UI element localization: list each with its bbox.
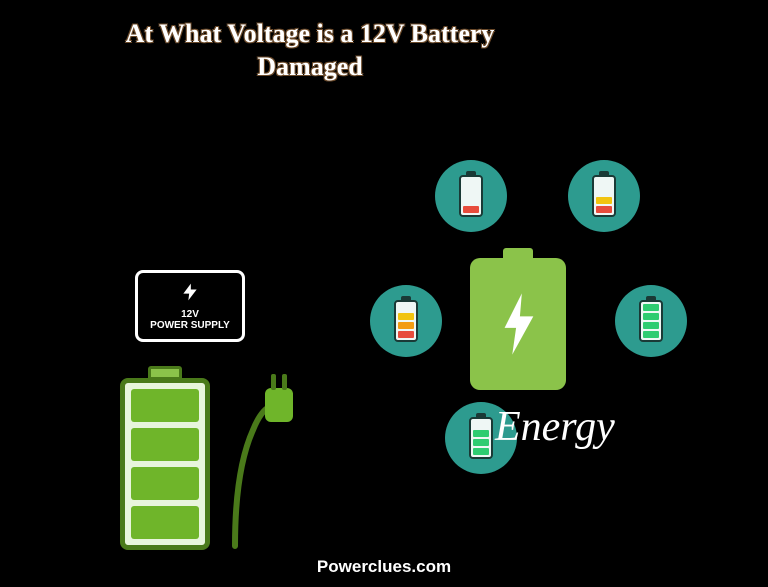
page-title: At What Voltage is a 12V Battery Damaged xyxy=(100,18,520,83)
energy-label: Energy xyxy=(495,403,615,451)
lightning-icon xyxy=(180,281,200,307)
orbit-battery-half xyxy=(370,285,442,357)
lightning-icon xyxy=(495,289,541,359)
orbit-battery-low xyxy=(435,160,507,232)
power-supply-line1: 12V xyxy=(150,309,230,320)
mini-battery-icon xyxy=(394,300,418,342)
big-battery-icon xyxy=(120,378,210,550)
center-battery-icon xyxy=(470,258,566,390)
power-supply-line2: POWER SUPPLY xyxy=(150,320,230,331)
plug-icon xyxy=(225,370,305,550)
mini-battery-icon xyxy=(592,175,616,217)
mini-battery-icon xyxy=(469,417,493,459)
power-supply-badge: 12V POWER SUPPLY xyxy=(135,270,245,342)
orbit-battery-quarter xyxy=(568,160,640,232)
mini-battery-icon xyxy=(459,175,483,217)
mini-battery-icon xyxy=(639,300,663,342)
orbit-battery-full xyxy=(615,285,687,357)
energy-cluster: Energy xyxy=(340,150,700,480)
footer-credit: Powerclues.com xyxy=(317,557,451,577)
